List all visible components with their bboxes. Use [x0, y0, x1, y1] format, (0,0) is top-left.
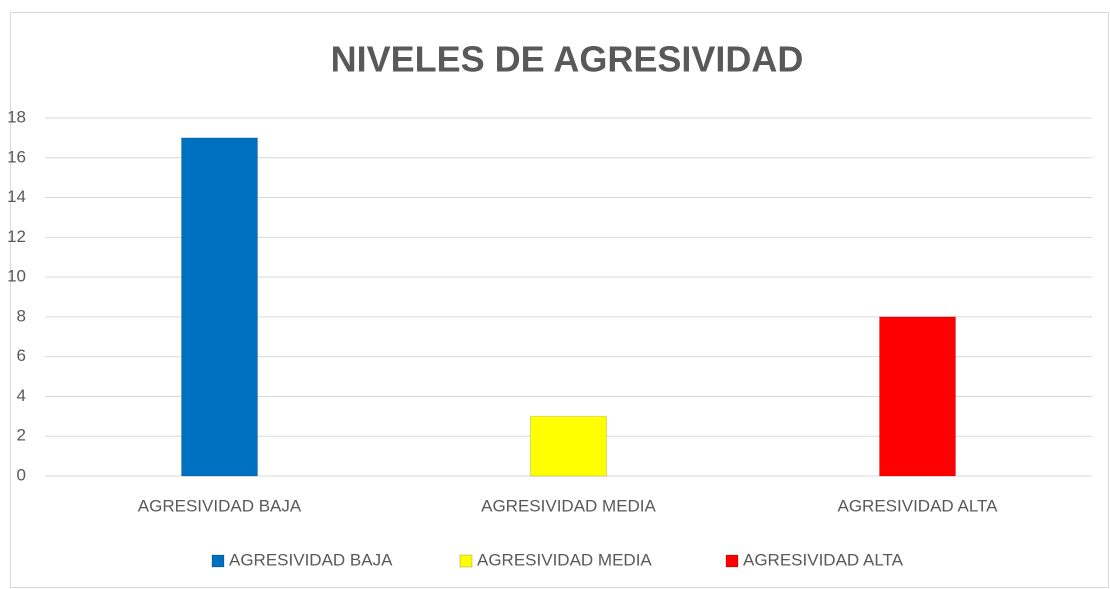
- x-tick-label: AGRESIVIDAD BAJA: [138, 496, 302, 515]
- y-tick-label: 10: [7, 267, 26, 286]
- x-tick-label: AGRESIVIDAD ALTA: [838, 496, 999, 515]
- bar: [181, 137, 258, 477]
- y-tick-label: 16: [7, 147, 26, 166]
- legend-swatch: [725, 554, 739, 568]
- bar: [879, 316, 956, 477]
- y-tick-label: 12: [7, 227, 26, 246]
- y-tick-label: 14: [7, 187, 26, 206]
- legend-swatch: [211, 554, 225, 568]
- bar: [530, 415, 607, 477]
- y-tick-label: 2: [17, 426, 26, 445]
- y-tick-label: 0: [17, 465, 26, 484]
- legend-swatch: [459, 554, 473, 568]
- y-tick-label: 6: [17, 346, 26, 365]
- legend-label: AGRESIVIDAD BAJA: [229, 550, 393, 569]
- x-tick-label: AGRESIVIDAD MEDIA: [481, 496, 656, 515]
- chart-title: NIVELES DE AGRESIVIDAD: [331, 39, 804, 80]
- y-tick-label: 4: [17, 386, 26, 405]
- y-tick-label: 18: [7, 107, 26, 126]
- y-tick-label: 8: [17, 306, 26, 325]
- legend-label: AGRESIVIDAD MEDIA: [477, 550, 652, 569]
- legend-label: AGRESIVIDAD ALTA: [743, 550, 904, 569]
